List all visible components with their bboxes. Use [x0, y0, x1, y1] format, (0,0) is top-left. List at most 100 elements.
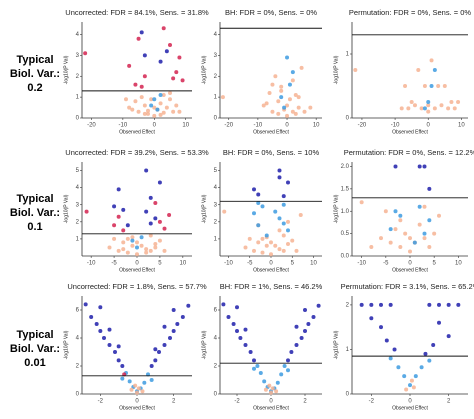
- data-point: [419, 106, 424, 111]
- row-label: Typical: [16, 193, 53, 205]
- y-tick-label: 0: [346, 116, 350, 122]
- panel-title: BH: FDR = 1%, Sens. = 46.2%: [220, 282, 323, 291]
- data-point: [384, 338, 389, 343]
- x-tick-label: -10: [254, 123, 263, 129]
- x-tick-label: 0: [269, 261, 273, 267]
- data-point: [286, 180, 290, 185]
- y-tick-label: 1: [346, 52, 350, 58]
- data-point: [256, 240, 261, 245]
- data-point: [256, 192, 261, 197]
- x-axis-label: Observed Effect: [392, 267, 428, 273]
- x-tick-label: 10: [455, 261, 462, 267]
- data-point: [116, 214, 121, 219]
- data-point: [286, 228, 290, 233]
- data-point: [432, 231, 437, 236]
- data-point: [130, 243, 135, 248]
- data-point: [177, 55, 182, 60]
- x-tick-label: -10: [87, 261, 96, 267]
- data-point: [408, 383, 412, 388]
- y-axis-label: -log10(P Val): [63, 330, 69, 359]
- data-point: [135, 245, 139, 250]
- data-point: [171, 308, 176, 312]
- row-label: Biol. Var.:: [10, 343, 60, 355]
- data-point: [416, 68, 421, 72]
- x-tick-label: 2: [303, 399, 307, 405]
- data-point: [442, 84, 447, 88]
- data-point: [155, 107, 160, 112]
- data-point: [222, 209, 227, 214]
- data-point: [456, 302, 461, 307]
- data-point: [127, 105, 132, 110]
- data-point: [130, 107, 135, 112]
- data-point: [121, 247, 126, 252]
- x-tick-label: -5: [111, 261, 117, 267]
- data-point: [359, 302, 364, 307]
- data-point: [446, 106, 451, 111]
- data-point: [422, 204, 427, 209]
- row-label: Typical: [16, 54, 53, 66]
- x-tick-label: 10: [310, 261, 317, 267]
- data-point: [270, 109, 275, 114]
- row-label: 0.1: [27, 221, 42, 233]
- data-point: [412, 103, 417, 108]
- y-tick-label: 1: [76, 95, 80, 101]
- data-point: [124, 97, 128, 102]
- x-tick-label: -5: [383, 261, 389, 267]
- data-point: [235, 329, 239, 333]
- data-point: [175, 322, 180, 326]
- data-point: [276, 111, 281, 116]
- data-point: [113, 350, 117, 354]
- data-point: [359, 200, 364, 205]
- x-tick-label: 2: [172, 399, 176, 405]
- data-point: [252, 211, 256, 216]
- data-point: [427, 358, 432, 363]
- data-point: [431, 343, 436, 347]
- data-point: [258, 371, 263, 375]
- data-point: [256, 201, 261, 206]
- y-tick-label: 5: [76, 168, 80, 174]
- y-tick-label: 1: [214, 236, 218, 242]
- row-label: 0.2: [27, 82, 42, 94]
- x-tick-label: 0: [427, 123, 431, 129]
- data-point: [83, 302, 88, 307]
- data-point: [180, 78, 185, 83]
- data-point: [252, 248, 256, 253]
- data-point: [112, 223, 117, 228]
- data-point: [427, 218, 432, 223]
- y-tick-label: 2.0: [341, 164, 350, 170]
- panel-title: Permutation: FDR = 0%, Sens. = 12.2%: [344, 148, 474, 157]
- data-point: [281, 221, 286, 226]
- data-point: [252, 366, 256, 371]
- data-point: [311, 315, 316, 319]
- data-point: [129, 387, 134, 392]
- panel-title: BH: FDR = 0%, Sens. = 0%: [225, 8, 317, 17]
- data-point: [158, 93, 163, 98]
- data-point: [149, 378, 154, 382]
- data-point: [98, 329, 103, 333]
- x-tick-label: -2: [98, 399, 104, 405]
- y-tick-label: 2: [214, 219, 218, 225]
- data-point: [306, 322, 311, 326]
- data-point: [379, 302, 383, 307]
- panel-title: Permutation: FDR = 0%, Sens. = 0%: [349, 8, 471, 17]
- x-axis-label: Observed Effect: [119, 267, 155, 273]
- y-tick-label: 0: [214, 116, 218, 122]
- data-point: [231, 322, 236, 326]
- data-point: [398, 218, 403, 223]
- data-point: [269, 240, 273, 245]
- data-point: [139, 243, 144, 248]
- data-point: [164, 49, 169, 54]
- data-point: [293, 93, 298, 98]
- data-point: [142, 53, 147, 58]
- data-point: [285, 113, 290, 118]
- data-point: [393, 227, 398, 232]
- data-point: [162, 324, 167, 329]
- panel-title: BH: FDR = 0%, Sens. = 10%: [223, 148, 320, 157]
- y-tick-label: 2: [76, 74, 80, 80]
- x-axis-label: Observed Effect: [119, 129, 155, 135]
- data-point: [452, 106, 457, 111]
- data-point: [290, 109, 295, 114]
- data-point: [388, 227, 393, 232]
- x-tick-label: -10: [357, 261, 366, 267]
- y-tick-label: 2: [76, 364, 80, 370]
